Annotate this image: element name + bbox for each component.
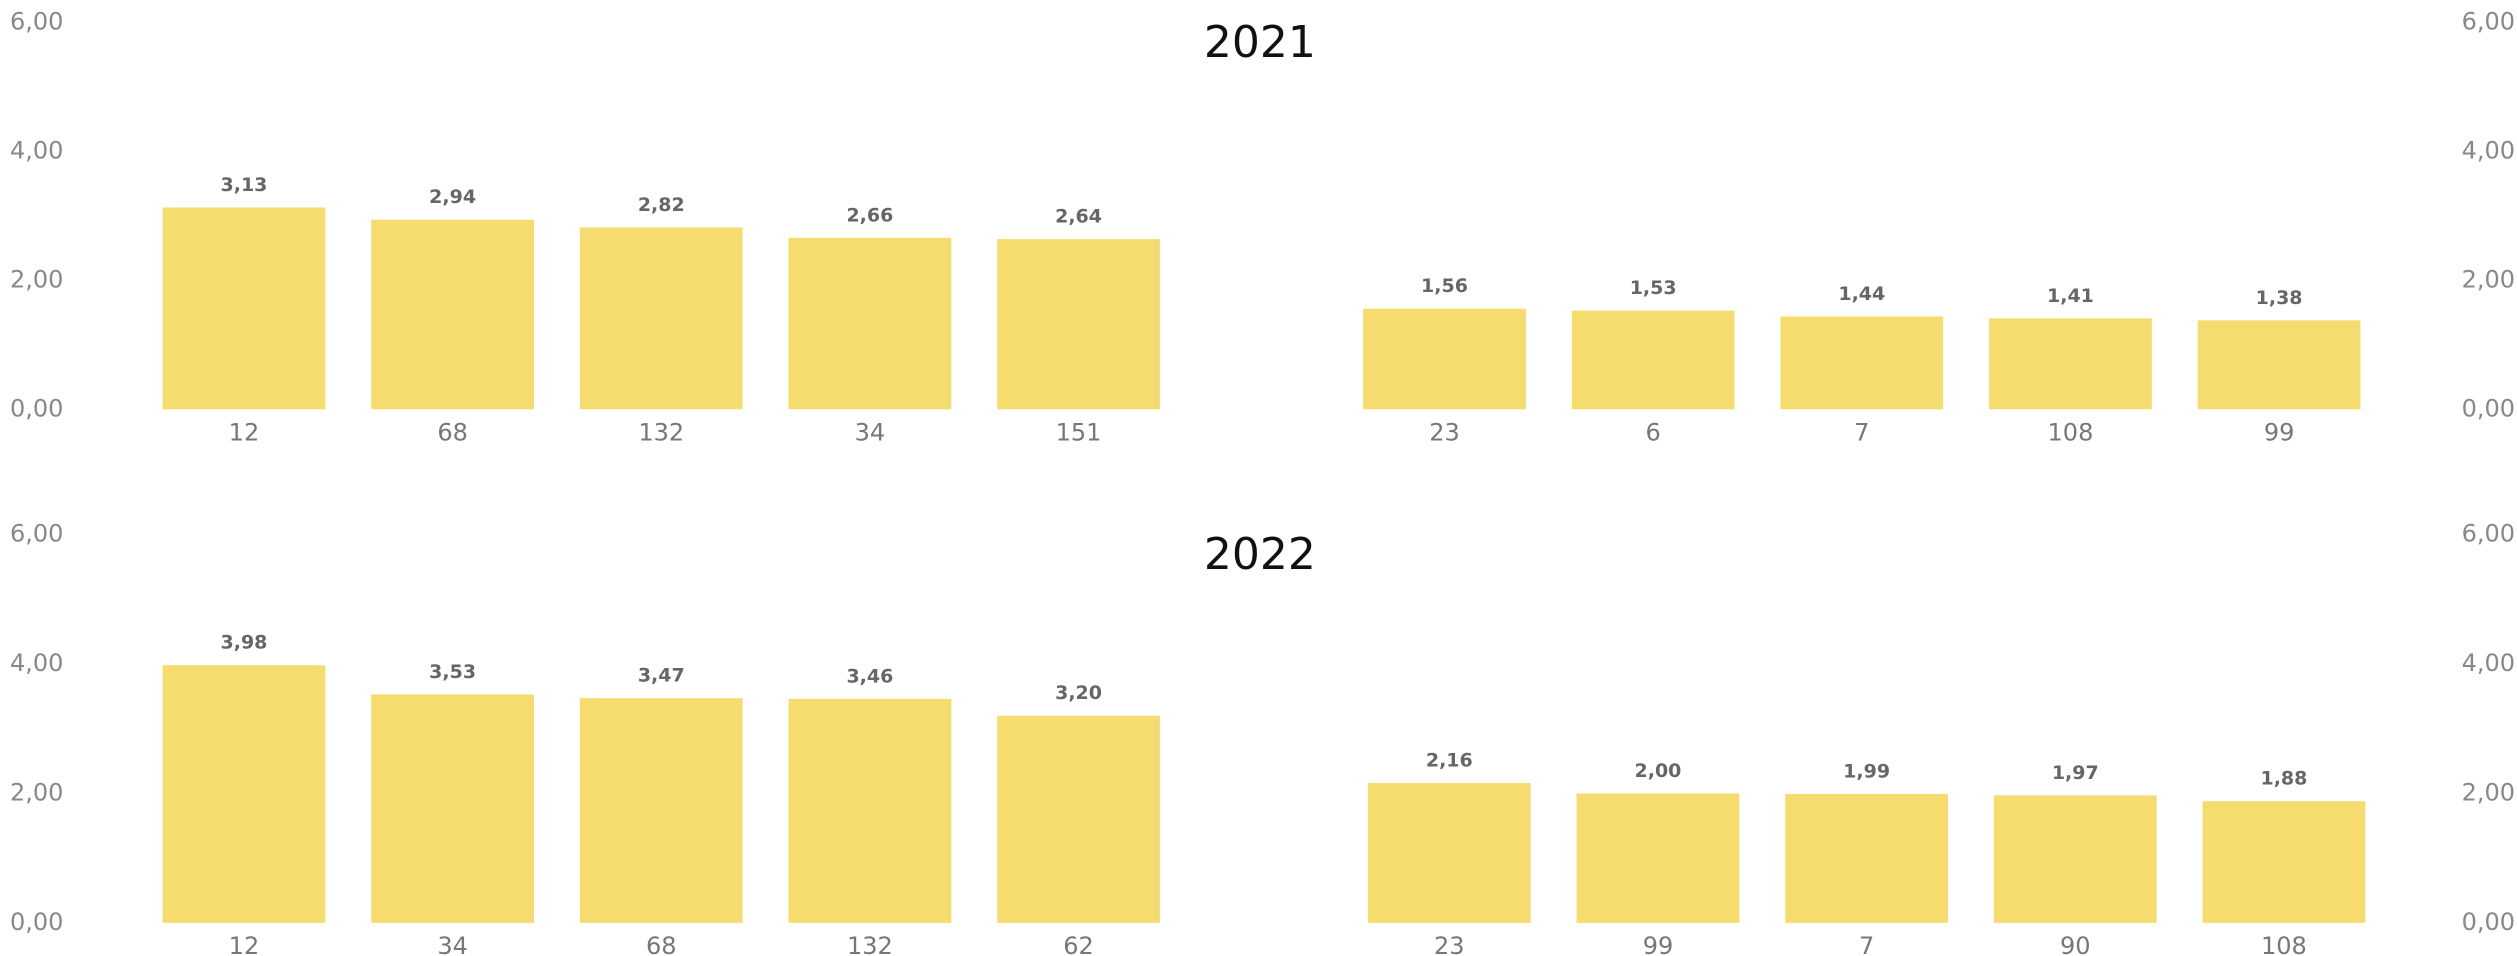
bar (788, 698, 952, 923)
bar (997, 239, 1160, 410)
y-tick-label: 6,00 (2462, 519, 2515, 547)
x-tick-label: 99 (2264, 418, 2295, 446)
bar (997, 715, 1160, 923)
y-tick-label: 4,00 (10, 649, 63, 677)
data-label: 2,16 (1426, 750, 1473, 772)
y-tick-label: 2,00 (2462, 265, 2515, 293)
chart-title: 2022 (1204, 529, 1316, 580)
data-label: 2,66 (846, 204, 893, 226)
data-label: 2,64 (1055, 206, 1102, 228)
data-label: 2,00 (1635, 760, 1682, 782)
y-tick-label: 6,00 (2462, 7, 2515, 35)
y-tick-label: 6,00 (10, 519, 63, 547)
x-tick-label: 68 (437, 418, 468, 446)
x-tick-label: 34 (437, 932, 468, 956)
x-tick-label: 12 (229, 418, 260, 446)
bar (579, 227, 743, 410)
bar (1993, 795, 2157, 923)
data-label: 1,56 (1421, 275, 1468, 297)
data-label: 3,98 (221, 632, 268, 654)
y-tick-label: 0,00 (2462, 394, 2515, 422)
x-tick-label: 108 (2048, 418, 2094, 446)
data-label: 1,44 (1838, 283, 1885, 305)
x-tick-label: 151 (1056, 418, 1102, 446)
data-label: 1,88 (2260, 768, 2307, 790)
bar (1363, 308, 1526, 410)
x-tick-label: 132 (847, 932, 893, 956)
bar (1785, 794, 1948, 923)
x-tick-label: 7 (1859, 932, 1874, 956)
data-label: 1,99 (1843, 761, 1890, 783)
bar (579, 698, 743, 923)
y-tick-label: 0,00 (2462, 908, 2515, 936)
x-tick-label: 90 (2060, 932, 2091, 956)
x-tick-label: 12 (229, 932, 260, 956)
data-label: 2,94 (429, 186, 476, 208)
bar (1780, 316, 1944, 410)
x-tick-label: 23 (1429, 418, 1460, 446)
x-tick-label: 68 (646, 932, 677, 956)
x-tick-label: 62 (1063, 932, 1094, 956)
data-label: 1,38 (2256, 287, 2303, 309)
x-tick-label: 34 (855, 418, 886, 446)
x-tick-label: 132 (638, 418, 684, 446)
y-tick-label: 2,00 (10, 265, 63, 293)
x-tick-label: 108 (2261, 932, 2307, 956)
bar (1367, 783, 1531, 923)
bar (371, 694, 534, 923)
bar (1576, 793, 1740, 923)
y-tick-label: 0,00 (10, 394, 63, 422)
data-label: 3,47 (638, 665, 685, 687)
data-label: 3,53 (429, 661, 476, 683)
y-tick-label: 4,00 (2462, 136, 2515, 164)
data-label: 1,41 (2047, 285, 2094, 307)
y-tick-label: 2,00 (10, 778, 63, 806)
bar (162, 665, 326, 923)
chart-title: 2021 (1204, 17, 1316, 68)
y-tick-label: 2,00 (2462, 778, 2515, 806)
bar (371, 219, 534, 410)
data-label: 3,13 (221, 174, 268, 196)
bar (1571, 310, 1735, 410)
data-label: 3,20 (1055, 682, 1102, 704)
y-tick-label: 6,00 (10, 7, 63, 35)
bar (2202, 801, 2366, 923)
data-label: 1,53 (1630, 277, 1677, 299)
data-label: 3,46 (846, 665, 893, 687)
x-tick-label: 7 (1854, 418, 1869, 446)
bar (162, 207, 326, 410)
x-tick-label: 6 (1646, 418, 1661, 446)
bar (788, 237, 952, 410)
data-label: 1,97 (2052, 762, 2099, 784)
bar (2197, 320, 2361, 410)
y-tick-label: 4,00 (10, 136, 63, 164)
x-tick-label: 23 (1434, 932, 1465, 956)
bar (1989, 318, 2152, 410)
x-tick-label: 99 (1643, 932, 1674, 956)
data-label: 2,82 (638, 194, 685, 216)
y-tick-label: 0,00 (10, 908, 63, 936)
y-tick-label: 4,00 (2462, 649, 2515, 677)
